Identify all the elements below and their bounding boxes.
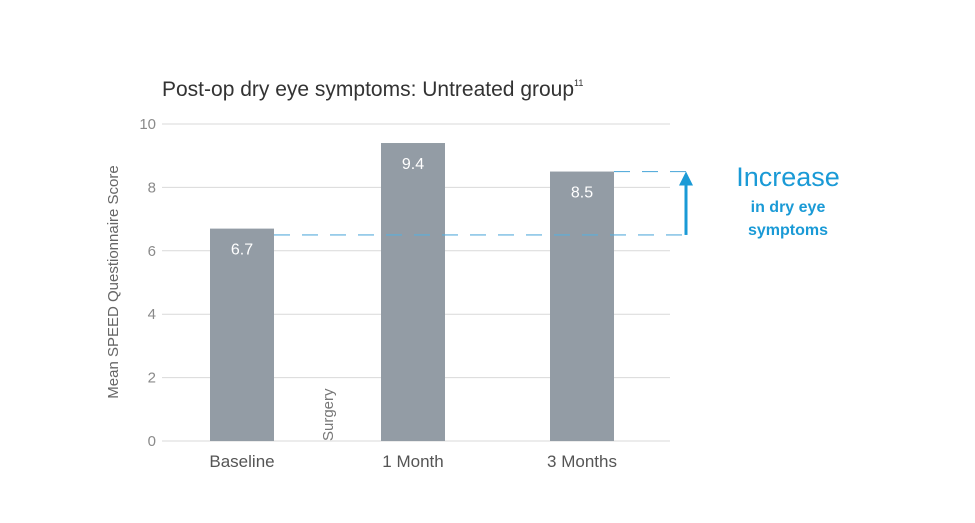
increase-title: Increase	[736, 162, 840, 192]
bars	[210, 143, 614, 442]
category-label-3: 3 Months	[547, 452, 617, 471]
category-label-2: 1 Month	[382, 452, 443, 471]
bar-3-months	[550, 171, 614, 442]
increase-reference-lines	[274, 170, 690, 236]
bar-label-3: 8.5	[571, 185, 593, 202]
bar-label-1: 6.7	[231, 242, 253, 259]
y-axis-label: Mean SPEED Questionnaire Score	[105, 165, 122, 398]
y-tick-labels: 0 2 4 6 8 10	[139, 116, 156, 450]
bar-1-month	[381, 143, 445, 441]
chart-title-text: Post-op dry eye symptoms: Untreated grou…	[162, 78, 574, 101]
chart-title-superscript: 11	[574, 78, 583, 88]
category-label-1: Baseline	[209, 452, 274, 471]
y-tick-label-4: 4	[148, 306, 156, 323]
x-category-labels: Baseline 1 Month 3 Months	[209, 452, 617, 471]
surgery-marker-label: Surgery	[320, 388, 337, 441]
y-tick-label-2: 2	[148, 370, 156, 387]
y-tick-label-0: 0	[148, 433, 156, 450]
y-tick-label-8: 8	[148, 179, 156, 196]
y-tick-label-6: 6	[148, 243, 156, 260]
increase-subtitle-line-2: symptoms	[748, 222, 828, 239]
bar-baseline	[210, 228, 274, 441]
increase-arrow	[679, 171, 693, 235]
chart-title: Post-op dry eye symptoms: Untreated grou…	[162, 78, 583, 101]
increase-arrow-head	[679, 171, 693, 186]
increase-subtitle-line-1: in dry eye	[751, 199, 826, 216]
y-tick-label-10: 10	[139, 116, 156, 133]
bar-label-2: 9.4	[402, 156, 424, 173]
bar-data-labels: 6.7 9.4 8.5	[231, 156, 593, 259]
